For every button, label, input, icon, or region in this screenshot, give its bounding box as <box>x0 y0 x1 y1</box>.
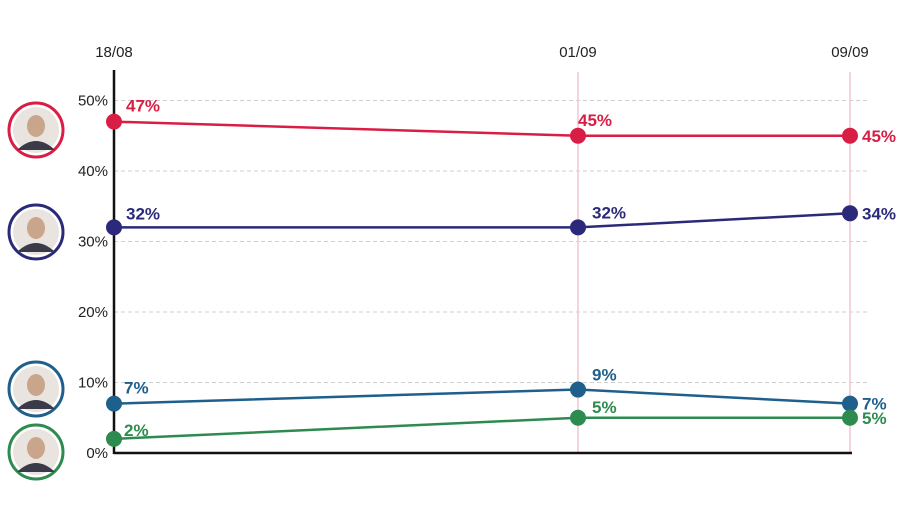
data-label: 5% <box>862 409 887 428</box>
x-tick-label: 01/09 <box>559 44 597 61</box>
data-label: 47% <box>126 97 160 116</box>
data-label: 9% <box>592 366 617 385</box>
data-label: 7% <box>124 379 149 398</box>
data-point <box>106 395 122 412</box>
data-point <box>842 127 858 144</box>
data-label: 32% <box>592 203 626 222</box>
y-tick-label: 10% <box>78 375 108 392</box>
y-tick-label: 20% <box>78 304 108 321</box>
data-point <box>106 430 122 447</box>
data-label: 34% <box>862 204 896 223</box>
data-label: 2% <box>124 421 149 440</box>
candidate-portrait-icon <box>7 360 65 418</box>
series-blue: 7% 9% 7% <box>106 366 887 414</box>
data-point <box>570 127 586 144</box>
data-point <box>842 395 858 412</box>
series-line <box>113 416 850 441</box>
series-green: 2% 5% 5% <box>106 398 887 447</box>
series-line <box>114 212 851 229</box>
x-tick-label: 09/09 <box>831 44 869 61</box>
x-tick-label: 18/08 <box>95 44 133 61</box>
data-point <box>842 205 858 222</box>
series-line <box>113 388 851 405</box>
candidate-portrait-icon <box>7 101 65 159</box>
y-tick-label: 0% <box>86 445 108 462</box>
data-point <box>570 381 586 398</box>
data-point <box>570 409 586 426</box>
y-axis-ticks: 0% 10% 20% 30% 40% 50% <box>78 93 108 463</box>
data-label: 5% <box>592 398 617 417</box>
data-point <box>106 219 122 236</box>
candidate-portrait-icon <box>7 203 65 261</box>
y-tick-label: 30% <box>78 234 108 251</box>
series-line <box>113 120 850 137</box>
series-navy: 32% 32% 34% <box>106 203 896 236</box>
data-label: 7% <box>862 395 887 414</box>
data-label: 45% <box>578 111 612 130</box>
data-label: 32% <box>126 204 160 223</box>
y-tick-label: 40% <box>78 163 108 180</box>
x-axis-ticks: 18/08 01/09 09/09 <box>95 44 869 61</box>
data-point <box>106 113 122 130</box>
data-label: 45% <box>862 127 896 146</box>
candidate-portrait-icon <box>7 423 65 481</box>
series: 47% 45% 45% 32% 32% 34% 7% 9% 7% 2% 5% 5% <box>106 97 896 447</box>
data-point <box>842 409 858 426</box>
data-point <box>570 219 586 236</box>
axes <box>112 70 852 455</box>
series-red: 47% 45% 45% <box>106 97 896 146</box>
grid <box>114 100 870 383</box>
y-tick-label: 50% <box>78 93 108 110</box>
candidate-avatars <box>7 101 65 481</box>
